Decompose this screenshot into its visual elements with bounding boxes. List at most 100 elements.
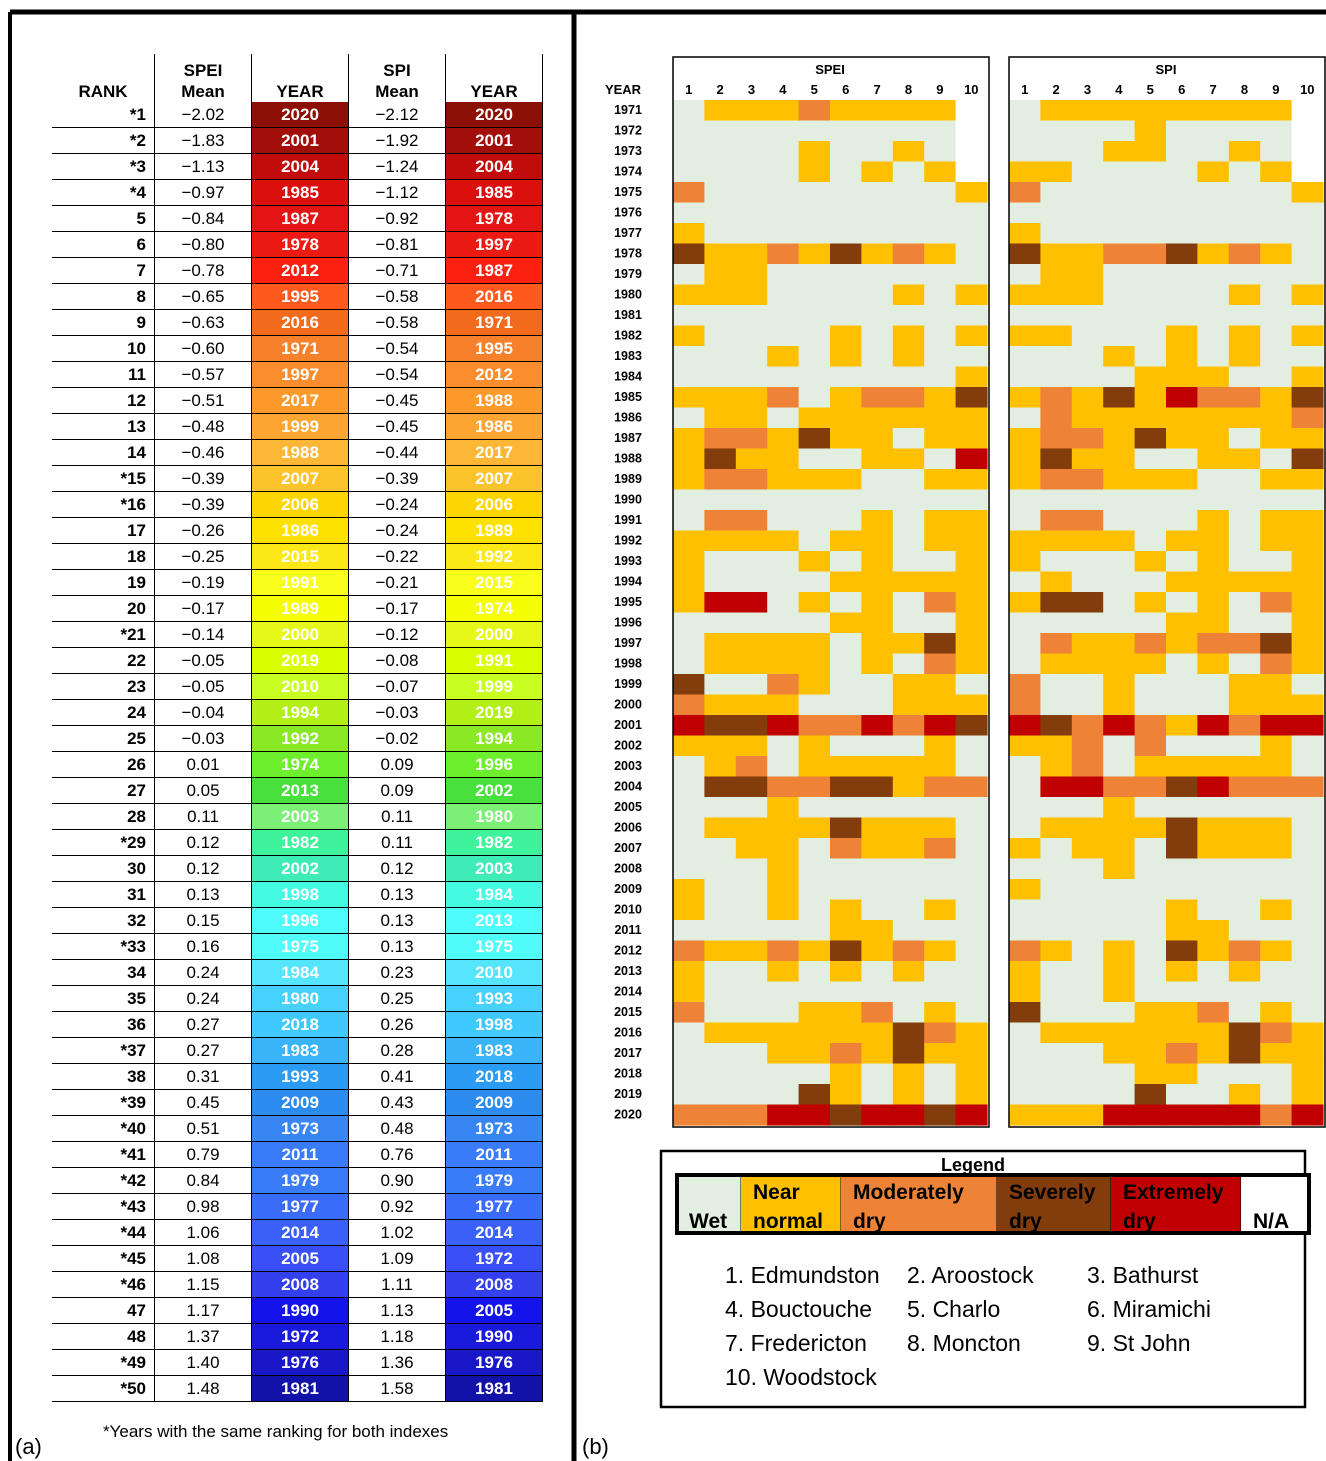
heatmap-cell — [1009, 346, 1041, 368]
rank-cell: 35 — [52, 985, 155, 1012]
heatmap-cell — [830, 694, 862, 716]
heatmap-cell — [735, 325, 768, 347]
heatmap-cell — [1103, 899, 1136, 921]
heatmap-cell — [1228, 797, 1261, 819]
heatmap-cell — [673, 961, 705, 983]
year-tick-label: 1998 — [614, 657, 642, 671]
year-tick-label: 1988 — [614, 452, 642, 466]
heatmap-cell — [1260, 838, 1293, 860]
heatmap-cell — [704, 817, 737, 839]
spei-year-cell: 1987 — [251, 205, 349, 232]
heatmap-cell — [1103, 1043, 1136, 1065]
heatmap-cell — [1291, 428, 1324, 450]
spei-year-cell: 1982 — [251, 829, 349, 856]
heatmap-cell — [798, 223, 831, 245]
heatmap-cell — [767, 1043, 800, 1065]
heatmap-panel-frame — [672, 56, 990, 1128]
heatmap-cell — [1228, 120, 1261, 142]
heatmap-cell — [767, 141, 800, 163]
heatmap-cell — [955, 1002, 988, 1024]
heatmap-cell — [767, 305, 800, 327]
spei-mean-cell: −2.02 — [154, 102, 252, 128]
heatmap-cell — [1071, 1084, 1104, 1106]
heatmap-cell — [924, 551, 957, 573]
table-row: *45 1.08 2005 1.09 1972 — [52, 1245, 543, 1272]
spi-year-cell: 2006 — [445, 491, 543, 518]
heatmap-cell — [1040, 981, 1073, 1003]
table-row: 35 0.24 1980 0.25 1993 — [52, 985, 543, 1012]
heatmap-cell — [673, 838, 705, 860]
heatmap-cell — [1040, 223, 1073, 245]
spei-year-cell: 1980 — [251, 985, 349, 1012]
heatmap-cell — [924, 489, 957, 511]
heatmap-cell — [1040, 776, 1073, 798]
spi-year-cell: 2004 — [445, 153, 543, 180]
heatmap-cell — [1040, 920, 1073, 942]
heatmap-cell — [798, 1043, 831, 1065]
station-tick-label: 8 — [1241, 82, 1248, 97]
heatmap-cell — [798, 1084, 831, 1106]
heatmap-cell — [735, 407, 768, 429]
heatmap-cell — [861, 694, 894, 716]
heatmap-cell — [1103, 653, 1136, 675]
heatmap-cell — [1103, 305, 1136, 327]
heatmap-cell — [1040, 1084, 1073, 1106]
heatmap-cell — [892, 920, 925, 942]
heatmap-cell — [1228, 653, 1261, 675]
heatmap-cell — [1260, 961, 1293, 983]
heatmap-cell — [1009, 243, 1041, 265]
heatmap-cell — [735, 530, 768, 552]
heatmap-cell — [1166, 1084, 1198, 1106]
spi-mean-cell: −0.58 — [348, 309, 446, 336]
heatmap-cell — [924, 592, 957, 614]
spei-year-cell: 2018 — [251, 1011, 349, 1038]
rank-cell: *39 — [52, 1089, 155, 1116]
heatmap-cell — [892, 100, 925, 122]
heatmap-cell — [955, 1084, 988, 1106]
heatmap-cell — [767, 530, 800, 552]
heatmap-cell — [1071, 1063, 1104, 1085]
rank-cell: 11 — [52, 361, 155, 388]
heatmap-cell — [1071, 243, 1104, 265]
heatmap-cell — [861, 1063, 894, 1085]
heatmap-cell — [673, 592, 705, 614]
year-tick-label: 2015 — [614, 1005, 642, 1019]
spei-mean-cell: 0.01 — [154, 751, 252, 778]
spei-mean-cell: −0.57 — [154, 361, 252, 388]
rank-cell: *15 — [52, 465, 155, 492]
heatmap-cell — [1009, 120, 1041, 142]
heatmap-cell — [1228, 715, 1261, 737]
heatmap-cell — [1134, 940, 1167, 962]
heatmap-cell — [1040, 428, 1073, 450]
spi-year-cell: 2010 — [445, 959, 543, 986]
heatmap-cell — [1166, 284, 1198, 306]
spi-mean-cell: 0.92 — [348, 1193, 446, 1220]
spei-mean-cell: 0.15 — [154, 907, 252, 934]
heatmap-cell — [1260, 1043, 1293, 1065]
rank-cell: *1 — [52, 102, 155, 128]
heatmap-cell — [767, 694, 800, 716]
heatmap-cell — [892, 879, 925, 901]
heatmap-cell — [673, 1084, 705, 1106]
heatmap-cell — [1071, 674, 1104, 696]
heatmap-cell — [1228, 776, 1261, 798]
heatmap-cell — [1071, 653, 1104, 675]
heatmap-cell — [1166, 428, 1198, 450]
rank-cell: *29 — [52, 829, 155, 856]
heatmap-cell — [830, 571, 862, 593]
heatmap-cell — [1071, 858, 1104, 880]
spi-mean-cell: 0.28 — [348, 1037, 446, 1064]
heatmap-cell — [1197, 510, 1230, 532]
legend-label-line1: Near — [753, 1181, 800, 1204]
station-item: 5. Charlo — [907, 1296, 1001, 1322]
spei-mean-cell: −0.84 — [154, 205, 252, 232]
heatmap-cell — [1166, 633, 1198, 655]
heatmap-cell — [892, 387, 925, 409]
heatmap-cell — [1197, 756, 1230, 778]
heatmap-cell — [955, 264, 988, 286]
year-tick-label: 2010 — [614, 903, 642, 917]
heatmap-cell — [673, 571, 705, 593]
legend-swatch — [1111, 1175, 1241, 1233]
heatmap-cell — [735, 571, 768, 593]
heatmap-cell — [892, 182, 925, 204]
